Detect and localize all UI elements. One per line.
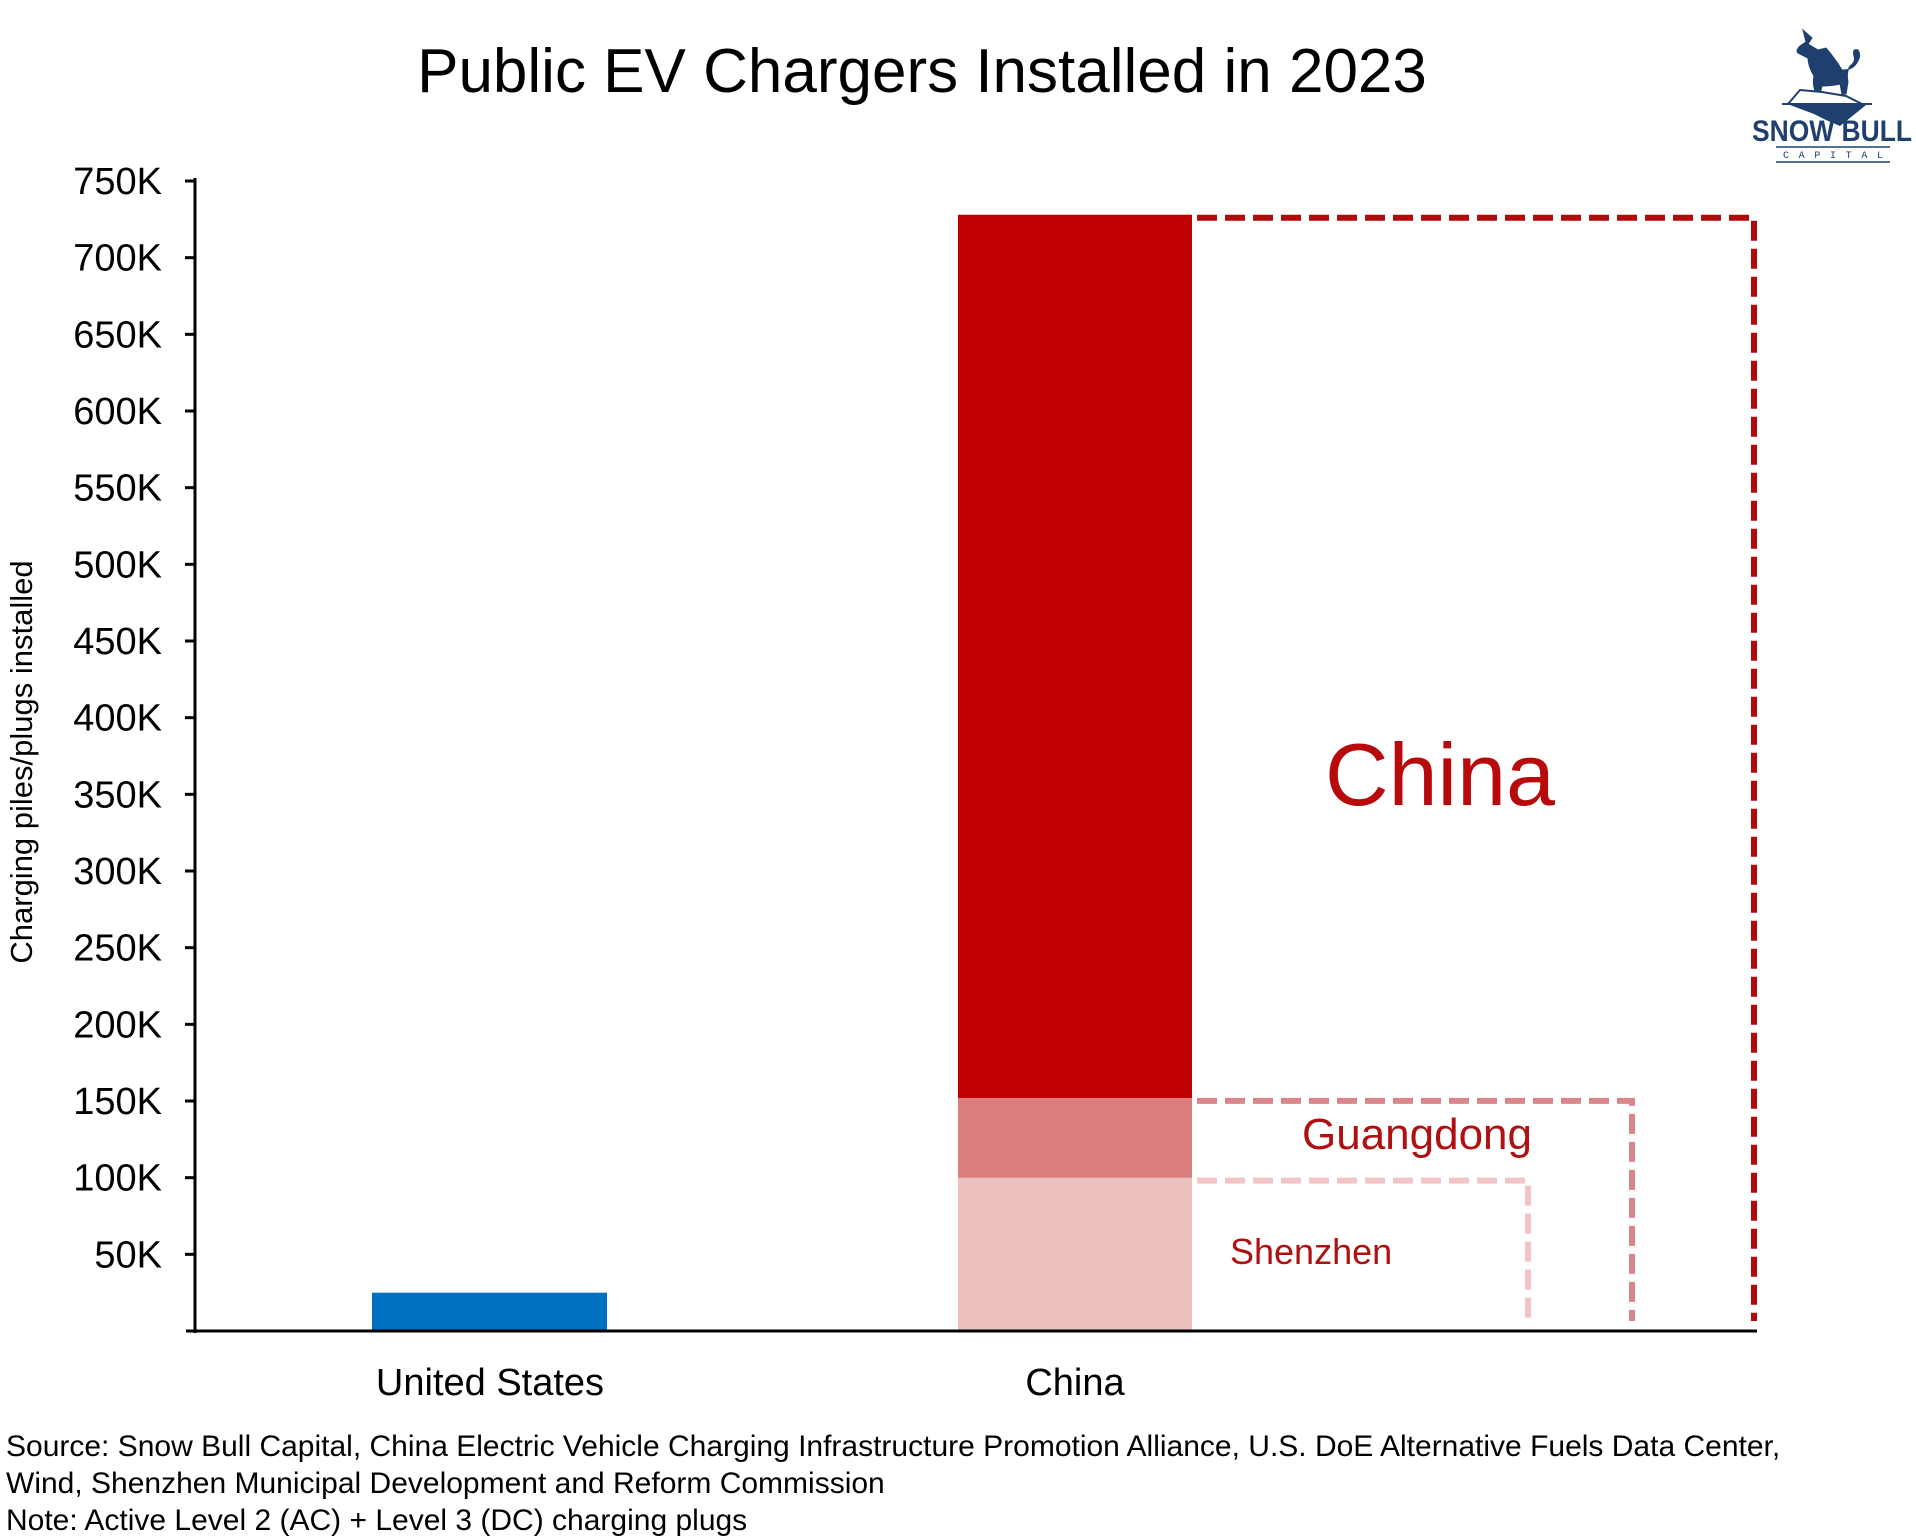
x-tick-label-china: China [1025,1362,1125,1404]
annotation-label-guangdong: Guangdong [1302,1110,1532,1159]
dashed-bracket-shenzhen [1197,1177,1531,1321]
annotations: China Guangdong Shenzhen [1197,214,1757,1321]
y-tick-label: 500K [73,544,162,586]
y-tick-label: 200K [73,1004,162,1046]
note-line: Note: Active Level 2 (AC) + Level 3 (DC)… [6,1504,748,1537]
y-tick-label: 250K [73,928,162,970]
bar-united-states [372,1292,607,1331]
annotation-label-shenzhen: Shenzhen [1230,1231,1392,1272]
bull-on-iceberg-icon [1782,28,1872,126]
y-tick-label: 150K [73,1081,162,1123]
y-axis-ticks: 50K 100K 150K 200K 250K 300K 350K 400K 450K 500K 5… [73,161,195,1276]
y-tick-label: 550K [73,468,162,510]
y-axis-label: Charging piles/plugs installed [4,560,39,963]
y-tick-label: 100K [73,1158,162,1200]
dashed-bracket-china [1197,214,1757,1321]
y-tick-label: 300K [73,851,162,893]
source-line-1: Source: Snow Bull Capital, China Electri… [6,1430,1781,1463]
y-tick-label: 700K [73,238,162,280]
snow-bull-logo: SNOW BULL C A P I T A L [1752,28,1912,163]
dashed-bracket-guangdong [1197,1097,1635,1321]
x-tick-label-united-states: United States [376,1362,604,1404]
chart-title: Public EV Chargers Installed in 2023 [417,37,1427,106]
y-tick-label: 400K [73,698,162,740]
logo-name: SNOW BULL [1752,115,1912,148]
bars [372,214,1192,1331]
bar-china-shenzhen [958,1177,1192,1331]
y-tick-label: 650K [73,314,162,356]
source-line-2: Wind, Shenzhen Municipal Development and… [6,1467,885,1500]
y-tick-label: 750K [73,161,162,203]
y-tick-label: 450K [73,621,162,663]
annotation-label-china: China [1325,725,1555,824]
logo-subtitle: C A P I T A L [1783,151,1883,162]
y-tick-label: 50K [94,1234,162,1276]
y-tick-label: 600K [73,391,162,433]
y-tick-label: 350K [73,774,162,816]
